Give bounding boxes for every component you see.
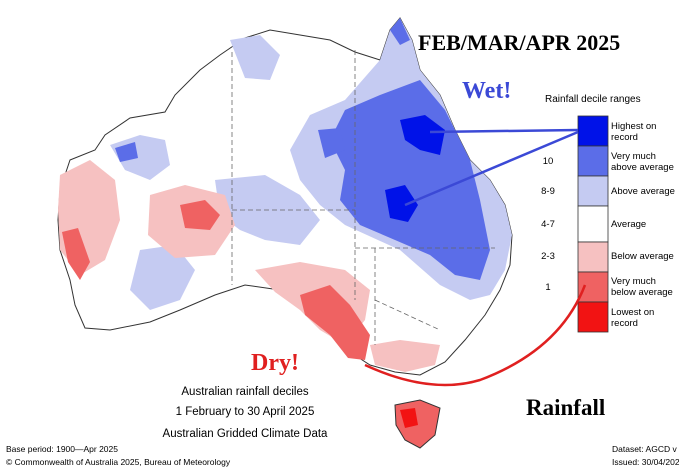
caption-line1: Australian rainfall deciles (181, 386, 309, 398)
dry-annotation: Dry! (251, 350, 299, 376)
highest-on-record-central (385, 185, 418, 222)
highest-on-record-north (400, 115, 445, 155)
base-period: Base period: 1900—Apr 2025 (6, 444, 118, 454)
very-much-below-central (180, 200, 220, 230)
very-much-above-nt (318, 128, 345, 158)
legend-range-8-9: 8-9 (541, 186, 555, 197)
legend-range-10: 10 (542, 156, 554, 167)
caption-line2: 1 February to 30 April 2025 (175, 406, 315, 418)
legend-swatch-below (577, 241, 609, 273)
very-much-below-sa (300, 285, 370, 360)
legend-range-1: 1 (545, 282, 551, 293)
dry-arrow (364, 284, 587, 387)
legend-title: Rainfall decile ranges (545, 94, 641, 105)
legend-label-very-much-above: Very much above average (611, 151, 674, 173)
legend-swatch-very-much-above (577, 145, 609, 177)
legend-label-below: Below average (611, 251, 674, 262)
copyright: © Commonwealth of Australia 2025, Bureau… (6, 457, 231, 467)
legend-label-above: Above average (611, 186, 675, 197)
wet-annotation: Wet! (462, 78, 512, 104)
legend-swatch-very-much-below (577, 271, 609, 303)
very-much-below-west (62, 228, 90, 280)
legend-swatch-average (577, 205, 609, 243)
dataset: Dataset: AGCD v (612, 444, 677, 454)
issued: Issued: 30/04/202 (612, 457, 679, 467)
very-much-above-cape (390, 18, 410, 45)
legend-swatch-above (577, 175, 609, 207)
map-title: FEB/MAR/APR 2025 (418, 30, 621, 55)
above-average-topend (230, 35, 280, 80)
legend-range-4-7: 4-7 (541, 219, 555, 230)
legend-swatch-highest (577, 115, 609, 147)
very-much-above-qld (330, 80, 490, 280)
above-average-west (130, 245, 195, 310)
legend-label-highest: Highest on record (611, 121, 657, 143)
wet-arrow-central (404, 130, 579, 207)
below-average-vic (370, 340, 440, 372)
legend-label-lowest: Lowest on record (611, 307, 655, 329)
tasmania-lowest (400, 408, 418, 428)
legend-swatches (577, 115, 609, 333)
legend-label-very-much-below: Very much below average (611, 276, 673, 298)
very-much-above-gulf (115, 142, 138, 162)
wet-arrow-north (429, 128, 579, 134)
caption-line3: Australian Gridded Climate Data (162, 428, 328, 440)
legend-swatch-lowest (577, 301, 609, 333)
legend-label-average: Average (611, 219, 647, 230)
legend-range-2-3: 2-3 (541, 251, 555, 262)
rainfall-annotation: Rainfall (526, 395, 606, 420)
annotation-arrows (364, 128, 587, 387)
state-borders (231, 50, 495, 345)
